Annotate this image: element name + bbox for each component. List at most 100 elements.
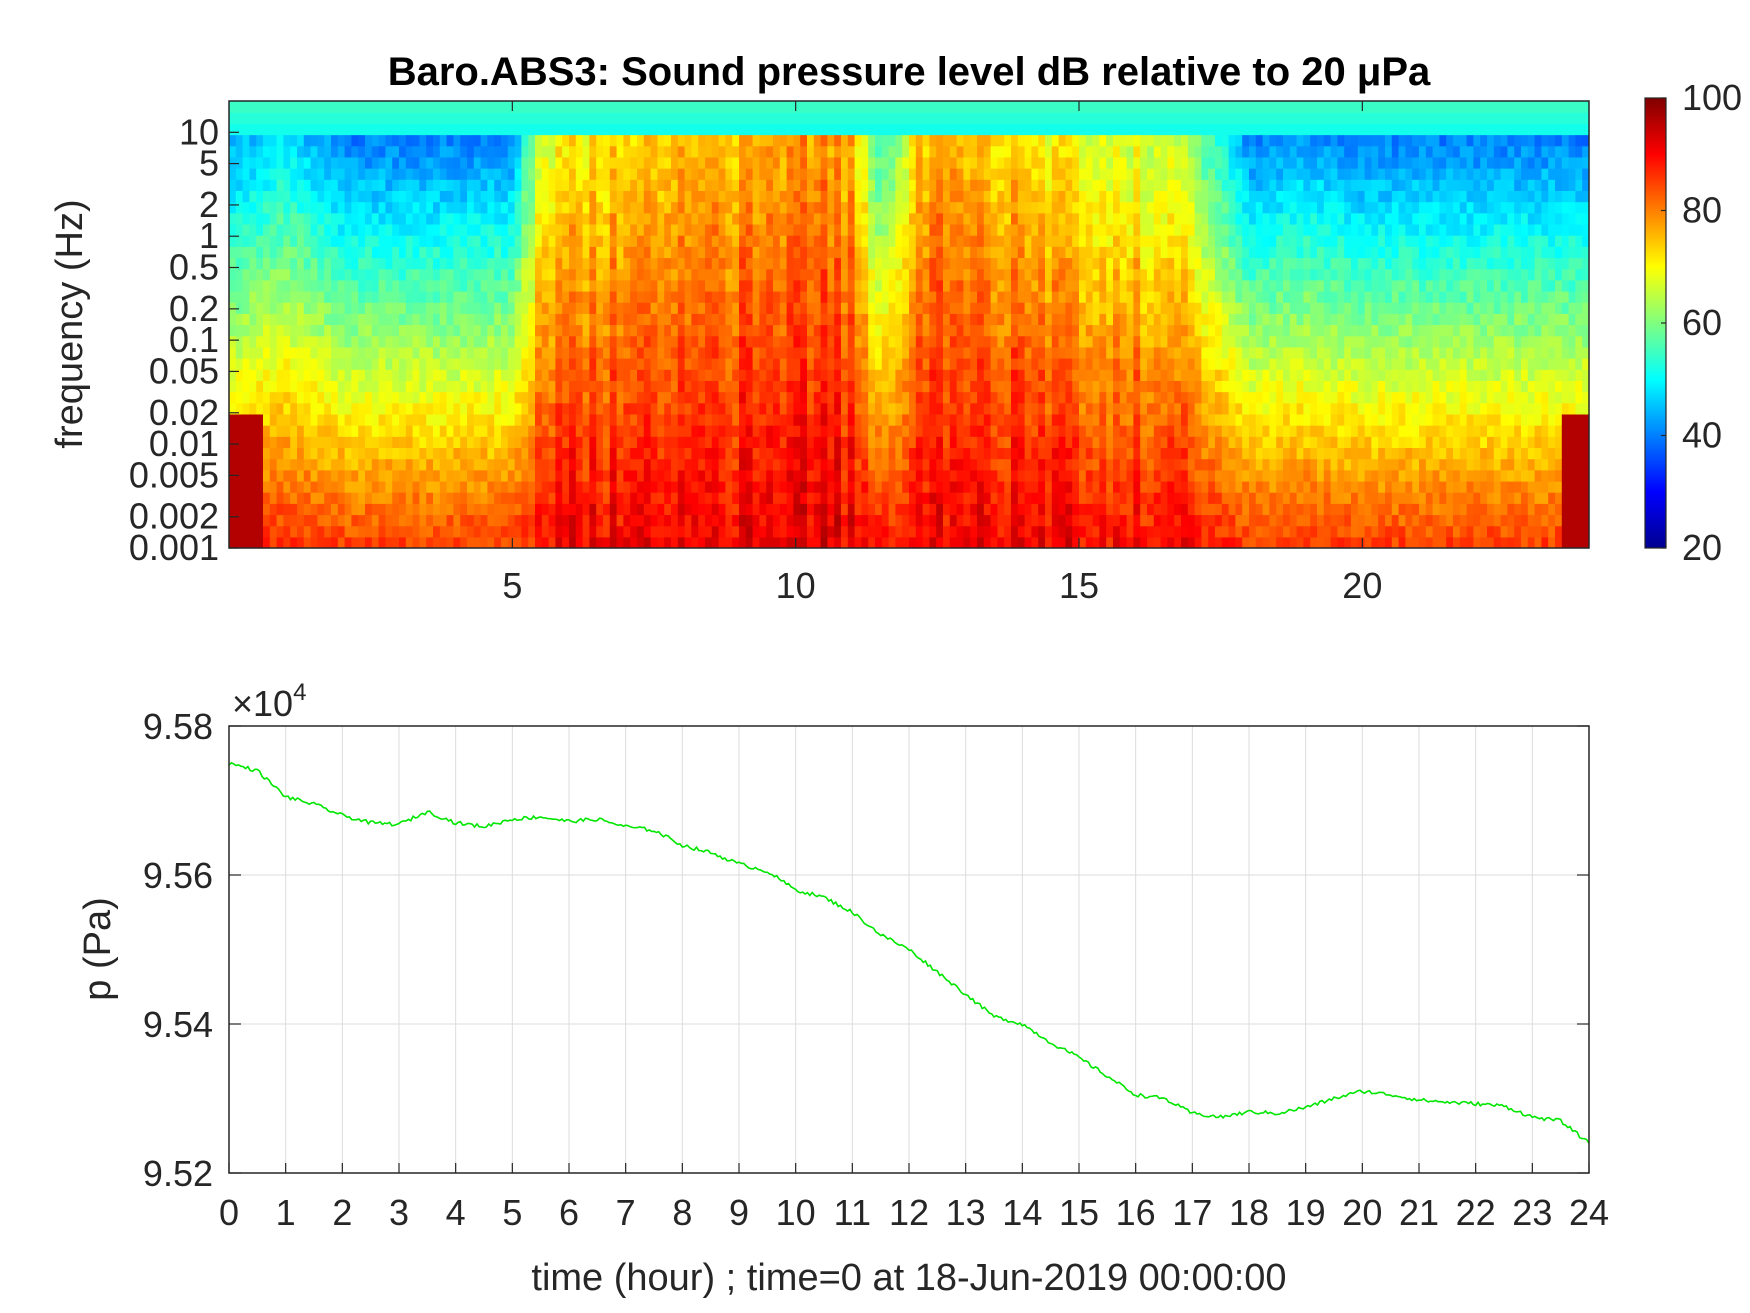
spectrogram-cell: [943, 123, 951, 136]
spectrogram-cell: [725, 313, 733, 326]
spectrogram-cell: [433, 246, 441, 259]
spectrogram-cell: [1051, 503, 1060, 516]
spectrogram-cell: [650, 279, 658, 292]
spectrogram-cell: [575, 179, 584, 191]
spectrogram-cell: [745, 101, 754, 113]
spectrogram-cell: [337, 313, 346, 326]
spectrogram-cell: [569, 402, 577, 415]
spectrogram-cell: [752, 324, 760, 337]
spectrogram-cell: [514, 324, 522, 337]
spectrogram-cell: [433, 279, 441, 292]
spectrogram-cell: [569, 246, 577, 259]
spectrogram-cell: [970, 358, 978, 370]
spectrogram-cell: [1024, 458, 1032, 471]
spectrogram-cell: [1051, 257, 1060, 270]
spectrogram-cell: [609, 369, 618, 381]
spectrogram-cell: [888, 201, 896, 214]
spectrogram-cell: [303, 246, 312, 259]
spectrogram-cell: [745, 246, 754, 259]
spectrogram-cell: [609, 358, 618, 370]
spectrogram-cell: [732, 290, 740, 303]
spectrogram-cell: [1017, 168, 1026, 180]
spectrogram-cell: [895, 391, 903, 404]
spectrogram-cell: [405, 257, 414, 270]
spectrogram-cell: [766, 290, 774, 303]
spectrogram-cell: [385, 380, 393, 393]
spectrogram-cell: [439, 179, 448, 191]
spectrogram-cell: [467, 358, 475, 370]
spectrogram-cell: [936, 391, 944, 404]
spectrogram-cell: [711, 179, 720, 191]
spectrogram-cell: [616, 156, 624, 169]
spectrogram-cell: [419, 179, 427, 191]
spectrogram-cell: [392, 469, 400, 482]
spectrogram-cell: [249, 101, 257, 113]
spectrogram-cell: [303, 514, 312, 527]
spectrogram-cell: [324, 235, 332, 247]
spectrogram-cell: [358, 257, 366, 270]
spectrogram-cell: [943, 391, 951, 404]
spectrogram-cell: [664, 480, 672, 493]
spectrogram-cell: [813, 458, 822, 471]
spectrogram-cell: [875, 469, 883, 482]
spectrogram-cell: [569, 145, 577, 158]
spectrogram-cell: [514, 145, 522, 158]
spectrogram-cell: [1031, 458, 1039, 471]
spectrogram-cell: [324, 145, 332, 158]
spectrogram-cell: [909, 458, 917, 471]
spectrogram-cell: [535, 134, 543, 147]
spectrogram-cell: [541, 425, 550, 437]
spectrogram-cell: [643, 514, 652, 527]
spectrogram-cell: [977, 447, 985, 460]
spectrogram-cell: [399, 145, 407, 158]
spectrogram-cell: [936, 223, 944, 236]
spectrogram-cell: [847, 447, 856, 460]
spectrogram-cell: [269, 447, 278, 460]
spectrogram-cell: [820, 212, 828, 225]
spectrogram-cell: [705, 313, 713, 326]
spectrogram-cell: [650, 436, 658, 449]
spectrogram-cell: [344, 235, 352, 247]
spectrogram-cell: [956, 402, 964, 415]
spectrogram-cell: [548, 514, 556, 527]
spectrogram-cell: [283, 425, 291, 437]
spectrogram-cell: [324, 179, 332, 191]
spectrogram-cell: [902, 112, 910, 124]
spectrogram-cell: [963, 391, 971, 404]
spectrogram-cell: [813, 436, 822, 449]
spectrogram-cell: [657, 425, 665, 437]
spectrogram-cell: [868, 480, 876, 493]
spectrogram-cell: [1031, 346, 1039, 359]
spectrogram-cell: [847, 268, 856, 281]
spectrogram-cell: [779, 123, 788, 136]
spectrogram-cell: [854, 525, 862, 538]
spectrogram-cell: [426, 425, 434, 437]
spectrogram-cell: [1011, 134, 1019, 147]
spectrogram-cell: [895, 514, 903, 527]
spectrogram-cell: [766, 279, 774, 292]
spectrogram-cell: [657, 223, 665, 236]
spectrogram-cell: [283, 268, 291, 281]
spectrogram-cell: [555, 302, 563, 314]
spectrogram-cell: [1045, 402, 1053, 415]
spectrogram-cell: [650, 268, 658, 281]
spectrogram-cell: [1004, 346, 1012, 359]
spectrogram-cell: [861, 380, 869, 393]
spectrogram-cell: [732, 358, 740, 370]
spectrogram-cell: [841, 212, 849, 225]
spectrogram-cell: [990, 536, 998, 548]
spectrogram-cell: [759, 313, 767, 326]
spectrogram-cell: [745, 212, 754, 225]
spectrogram-cell: [820, 369, 828, 381]
spectrogram-cell: [1072, 358, 1080, 370]
spectrogram-cell: [936, 190, 944, 203]
spectrogram-cell: [977, 402, 985, 415]
spectrogram-cell: [643, 145, 652, 158]
spectrogram-cell: [983, 156, 992, 169]
spectrogram-cell: [1031, 503, 1039, 516]
spectrogram-cell: [426, 536, 434, 548]
spectrogram-cell: [820, 246, 828, 259]
spectrogram-cell: [922, 290, 930, 303]
spectrogram-cell: [365, 447, 373, 460]
spectrogram-cell: [671, 313, 679, 326]
